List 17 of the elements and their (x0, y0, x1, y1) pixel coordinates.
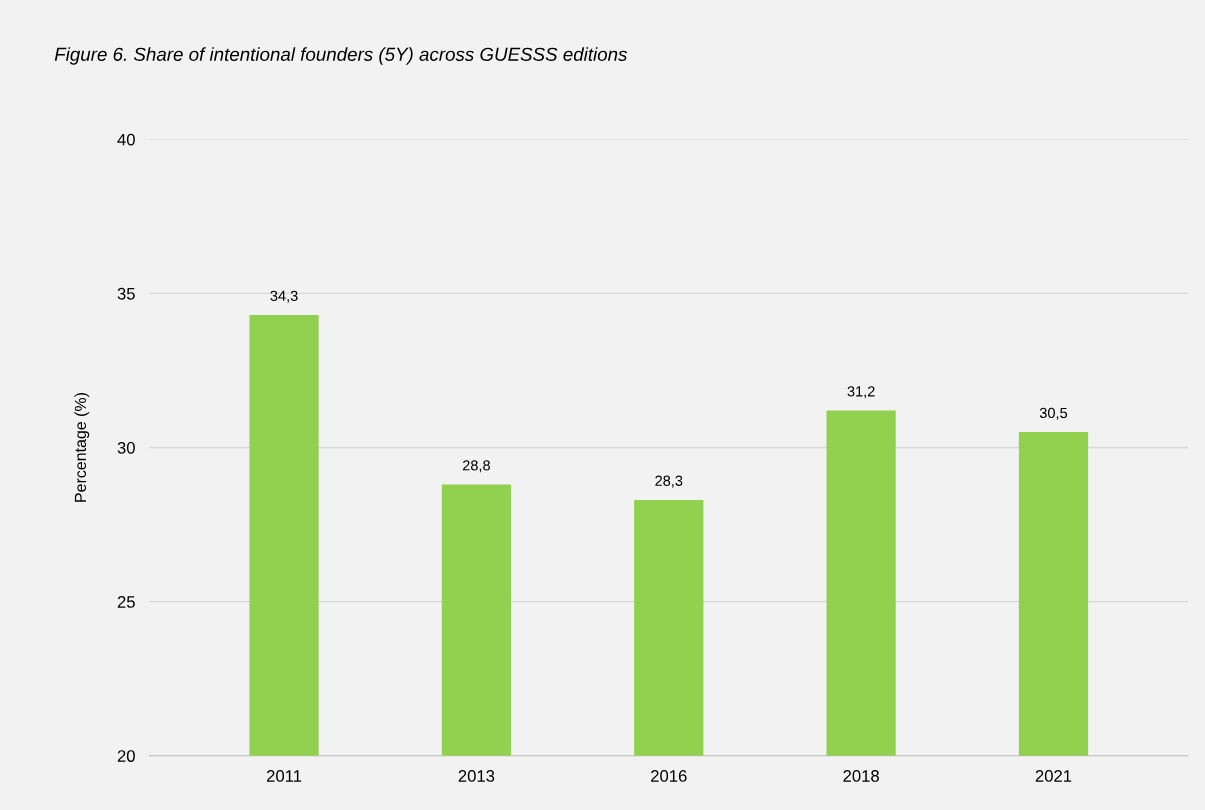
x-tick-label: 2011 (266, 770, 302, 782)
y-tick-label: 40 (117, 133, 135, 146)
x-tick-label: 2016 (651, 770, 687, 782)
y-tick-label: 25 (117, 596, 135, 608)
y-tick-label: 35 (117, 287, 135, 300)
y-axis-title: Percentage (%) (74, 393, 90, 502)
x-tick-label: 2021 (1035, 770, 1072, 782)
data-label: 31,2 (847, 386, 875, 399)
x-tick-label: 2013 (458, 770, 495, 782)
data-label: 28,8 (462, 460, 490, 473)
data-label: 30,5 (1039, 407, 1068, 420)
y-tick-label: 20 (117, 750, 135, 762)
data-label: 34,3 (270, 290, 298, 303)
y-tick-label: 30 (117, 441, 135, 454)
data-label: 28,3 (655, 475, 683, 488)
x-tick-label: 2018 (843, 770, 879, 782)
chart-title: Figure 6. Share of intentional founders (5Y) across GUESSS editions (54, 47, 628, 65)
